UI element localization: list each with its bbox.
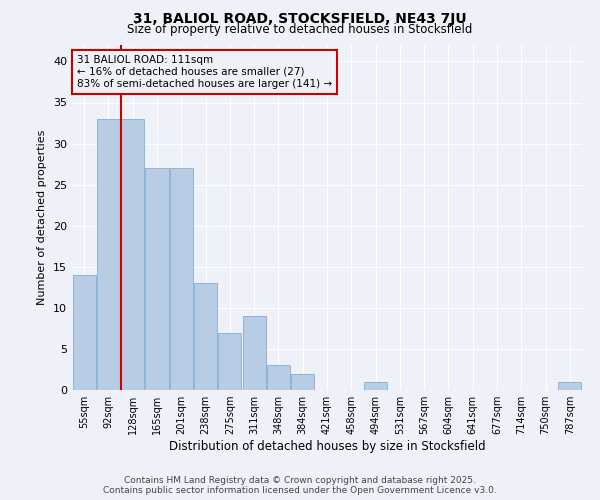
Bar	[145, 168, 169, 390]
Text: 31 BALIOL ROAD: 111sqm
← 16% of detached houses are smaller (27)
83% of semi-det: 31 BALIOL ROAD: 111sqm ← 16% of detached…	[77, 56, 332, 88]
Text: 31, BALIOL ROAD, STOCKSFIELD, NE43 7JU: 31, BALIOL ROAD, STOCKSFIELD, NE43 7JU	[133, 12, 467, 26]
Bar	[170, 168, 193, 390]
Bar	[559, 382, 581, 390]
Bar	[218, 332, 241, 390]
Bar	[97, 119, 120, 390]
Bar	[267, 366, 290, 390]
Bar	[364, 382, 387, 390]
Bar	[73, 275, 95, 390]
Y-axis label: Number of detached properties: Number of detached properties	[37, 130, 47, 305]
Bar	[194, 283, 217, 390]
Bar	[121, 119, 144, 390]
Bar	[291, 374, 314, 390]
X-axis label: Distribution of detached houses by size in Stocksfield: Distribution of detached houses by size …	[169, 440, 485, 453]
Text: Size of property relative to detached houses in Stocksfield: Size of property relative to detached ho…	[127, 22, 473, 36]
Bar	[242, 316, 266, 390]
Text: Contains HM Land Registry data © Crown copyright and database right 2025.
Contai: Contains HM Land Registry data © Crown c…	[103, 476, 497, 495]
